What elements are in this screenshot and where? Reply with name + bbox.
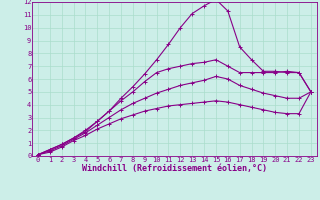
X-axis label: Windchill (Refroidissement éolien,°C): Windchill (Refroidissement éolien,°C) bbox=[82, 164, 267, 173]
